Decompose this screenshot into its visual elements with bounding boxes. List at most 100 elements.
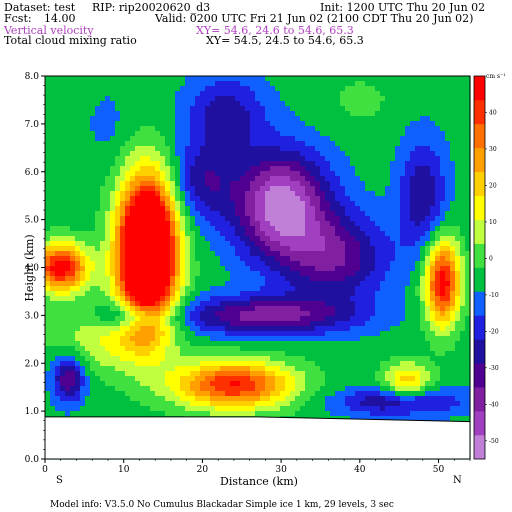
field-cell bbox=[75, 341, 81, 347]
field-cell bbox=[305, 251, 311, 257]
field-cell bbox=[120, 106, 126, 112]
field-cell bbox=[365, 116, 371, 122]
field-cell bbox=[340, 336, 346, 342]
field-cell bbox=[420, 211, 426, 217]
field-cell bbox=[425, 301, 431, 307]
field-cell bbox=[355, 211, 361, 217]
field-cell bbox=[325, 146, 331, 152]
field-cell bbox=[80, 361, 86, 367]
field-cell bbox=[300, 181, 306, 187]
field-cell bbox=[65, 321, 71, 327]
field-cell bbox=[460, 201, 466, 207]
field-cell bbox=[370, 316, 376, 322]
field-cell bbox=[175, 351, 181, 357]
field-cell bbox=[460, 261, 466, 267]
field-cell bbox=[450, 156, 456, 162]
field-cell bbox=[145, 236, 151, 242]
field-cell bbox=[300, 151, 306, 157]
field-cell bbox=[370, 241, 376, 247]
field-cell bbox=[75, 86, 81, 92]
field-cell bbox=[280, 216, 286, 222]
field-cell bbox=[180, 301, 186, 307]
field-cell bbox=[395, 326, 401, 332]
field-cell bbox=[190, 331, 196, 337]
field-cell bbox=[415, 236, 421, 242]
field-cell bbox=[200, 346, 206, 352]
field-cell bbox=[275, 151, 281, 157]
field-cell bbox=[200, 111, 206, 117]
field-cell bbox=[250, 101, 256, 107]
field-cell bbox=[345, 136, 351, 142]
field-cell bbox=[355, 191, 361, 197]
field-cell bbox=[290, 76, 296, 82]
field-cell bbox=[460, 286, 466, 292]
field-cell bbox=[430, 336, 436, 342]
field-cell bbox=[165, 296, 171, 302]
field-cell bbox=[150, 361, 156, 367]
field-cell bbox=[405, 351, 411, 357]
field-cell bbox=[125, 206, 131, 212]
field-cell bbox=[145, 116, 151, 122]
field-cell bbox=[95, 106, 101, 112]
field-cell bbox=[365, 136, 371, 142]
field-cell bbox=[365, 146, 371, 152]
field-cell bbox=[260, 181, 266, 187]
field-cell bbox=[460, 121, 466, 127]
field-cell bbox=[355, 81, 361, 87]
field-cell bbox=[60, 171, 66, 177]
field-cell bbox=[85, 316, 91, 322]
field-cell bbox=[65, 211, 71, 217]
field-cell bbox=[330, 186, 336, 192]
field-cell bbox=[415, 276, 421, 282]
field-cell bbox=[380, 351, 386, 357]
field-cell bbox=[50, 361, 56, 367]
field-cell bbox=[285, 281, 291, 287]
field-cell bbox=[445, 346, 451, 352]
field-cell bbox=[410, 156, 416, 162]
field-cell bbox=[50, 346, 56, 352]
field-cell bbox=[410, 221, 416, 227]
field-cell bbox=[370, 276, 376, 282]
field-cell bbox=[160, 111, 166, 117]
field-cell bbox=[165, 236, 171, 242]
field-cell bbox=[115, 246, 121, 252]
field-cell bbox=[205, 76, 211, 82]
field-cell bbox=[120, 271, 126, 277]
field-cell bbox=[320, 116, 326, 122]
field-cell bbox=[215, 316, 221, 322]
field-cell bbox=[110, 286, 116, 292]
field-cell bbox=[120, 76, 126, 82]
field-cell bbox=[450, 246, 456, 252]
field-cell bbox=[85, 321, 91, 327]
field-cell bbox=[220, 186, 226, 192]
field-cell bbox=[360, 106, 366, 112]
field-cell bbox=[65, 191, 71, 197]
field-cell bbox=[270, 166, 276, 172]
field-cell bbox=[245, 221, 251, 227]
field-cell bbox=[365, 331, 371, 337]
field-cell bbox=[370, 101, 376, 107]
field-cell bbox=[335, 146, 341, 152]
field-cell bbox=[125, 121, 131, 127]
field-cell bbox=[235, 81, 241, 87]
field-cell bbox=[160, 191, 166, 197]
field-cell bbox=[60, 236, 66, 242]
field-cell bbox=[140, 296, 146, 302]
field-cell bbox=[320, 171, 326, 177]
field-cell bbox=[160, 116, 166, 122]
field-cell bbox=[120, 216, 126, 222]
field-cell bbox=[70, 226, 76, 232]
field-cell bbox=[145, 196, 151, 202]
field-cell bbox=[330, 226, 336, 232]
field-cell bbox=[320, 226, 326, 232]
field-cell bbox=[235, 101, 241, 107]
field-cell bbox=[405, 106, 411, 112]
field-cell bbox=[240, 151, 246, 157]
field-cell bbox=[195, 91, 201, 97]
field-cell bbox=[70, 241, 76, 247]
field-cell bbox=[245, 336, 251, 342]
field-cell bbox=[450, 201, 456, 207]
field-cell bbox=[320, 321, 326, 327]
field-cell bbox=[445, 176, 451, 182]
field-cell bbox=[395, 361, 401, 367]
